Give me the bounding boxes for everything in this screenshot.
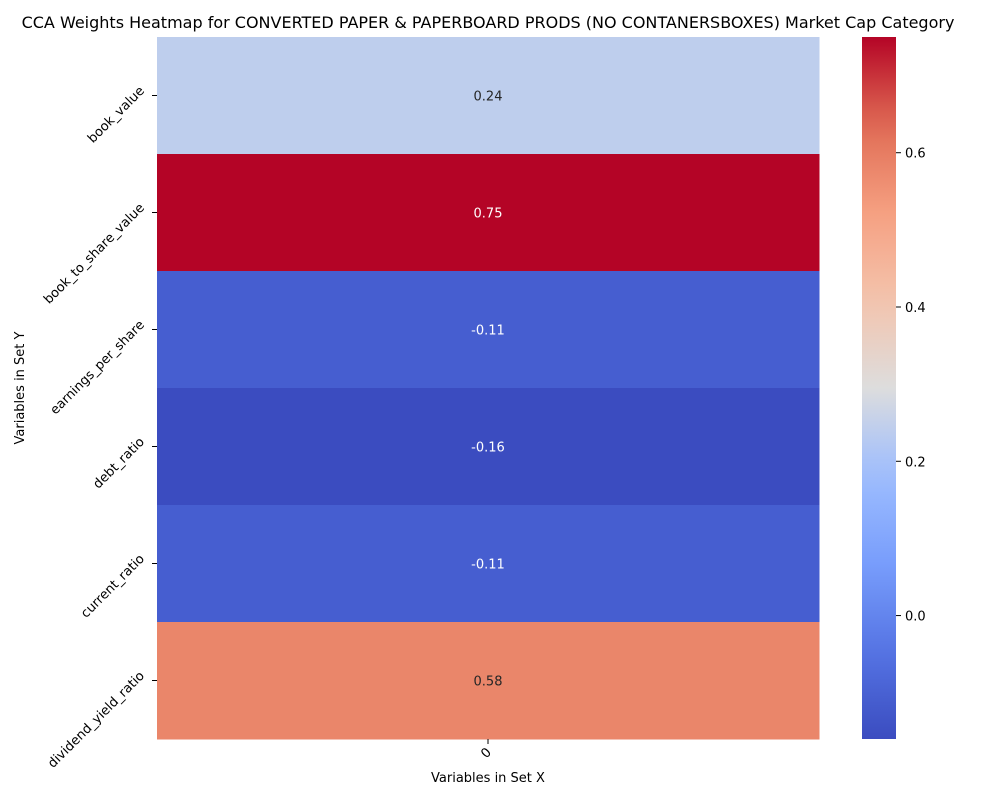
x-axis-label: Variables in Set X	[431, 771, 545, 786]
colorbar-tick-label: 0.4	[905, 301, 926, 316]
colorbar-tick-label: 0.0	[905, 610, 926, 625]
y-tick-label: dividend_yield_ratio	[45, 669, 148, 772]
heatmap-cell	[157, 622, 820, 740]
y-tick-label: book_to_share_value	[41, 201, 148, 308]
colorbar-tick-label: 0.2	[905, 455, 926, 470]
y-axis-label: Variables in Set Y	[13, 331, 28, 444]
heatmap-cell	[157, 37, 820, 155]
cell-value-label: -0.11	[471, 558, 505, 573]
colorbar-ticks: 0.0 0.2 0.4 0.6	[896, 147, 926, 625]
x-tick-label: 0	[478, 745, 494, 761]
x-axis: 0	[478, 739, 495, 762]
heatmap-cell	[157, 271, 820, 389]
cell-value-label: -0.16	[471, 441, 505, 456]
colorbar-tick-label: 0.6	[905, 147, 926, 162]
colorbar	[862, 37, 896, 739]
y-tick-label: book_value	[85, 84, 148, 147]
heatmap-cell	[157, 505, 820, 623]
cell-value-label: 0.75	[474, 207, 503, 222]
heatmap-cells: 0.24 0.75 -0.11 -0.16 -0.11 0.58	[157, 37, 820, 740]
cell-value-label: 0.58	[474, 675, 503, 690]
y-tick-label: earnings_per_share	[48, 318, 148, 418]
heatmap-cell	[157, 388, 820, 506]
y-axis: book_value book_to_share_valueearnings_pe…	[41, 84, 157, 772]
heatmap-cell	[157, 154, 820, 272]
y-tick-label: current_ratio	[78, 552, 148, 622]
cell-value-label: 0.24	[474, 90, 503, 105]
cell-value-label: -0.11	[471, 324, 505, 339]
y-tick-label: debt_ratio	[90, 435, 147, 492]
chart-title: CCA Weights Heatmap for CONVERTED PAPER …	[22, 13, 955, 32]
